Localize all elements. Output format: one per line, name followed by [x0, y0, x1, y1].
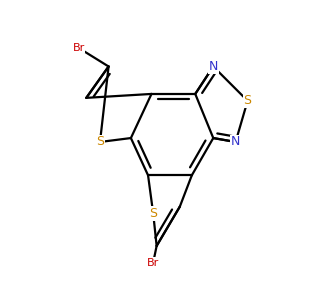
Text: S: S [149, 207, 157, 220]
Text: Br: Br [73, 43, 85, 53]
Text: N: N [209, 60, 218, 73]
Text: N: N [231, 135, 240, 148]
Text: S: S [96, 135, 104, 148]
Text: S: S [244, 94, 252, 107]
Text: Br: Br [147, 258, 159, 268]
